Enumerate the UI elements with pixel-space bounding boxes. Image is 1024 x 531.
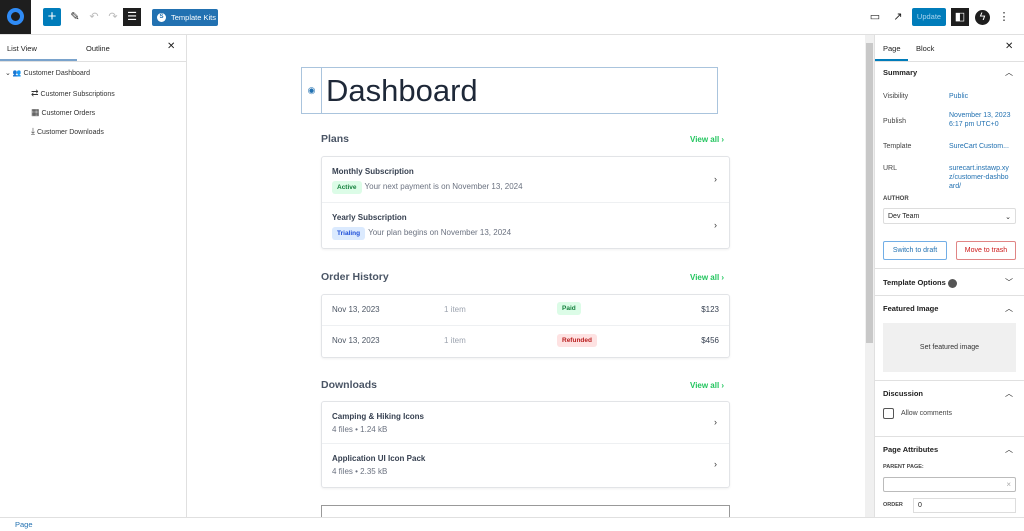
footer-breadcrumb-bar: Page — [0, 517, 1024, 531]
external-link-icon[interactable]: ↗ — [893, 11, 903, 23]
downloads-view-all[interactable]: View all › — [690, 381, 725, 390]
settings-panel: Page Block ✕ Summary ︿ Visibility Public… — [874, 35, 1024, 517]
publish-date-link[interactable]: November 13, 2023 6:17 pm UTC+0 — [949, 112, 1011, 128]
close-icon[interactable]: ✕ — [167, 41, 176, 52]
chevron-up-icon[interactable]: ︿ — [1005, 445, 1013, 454]
breadcrumb-page[interactable]: Page — [15, 520, 33, 529]
page-title[interactable]: Dashboard — [326, 73, 478, 108]
users-icon: 👥 — [12, 70, 22, 77]
chevron-up-icon[interactable]: ︿ — [1005, 304, 1013, 313]
chevron-down-icon[interactable]: ﹀ — [1005, 278, 1013, 287]
order-input[interactable]: 0 — [913, 498, 1016, 513]
template-options-heading[interactable]: Template Options — [883, 278, 957, 288]
chevron-up-icon[interactable]: ︿ — [1005, 389, 1013, 398]
orders-card: Nov 13, 2023 1 item Paid $123 Nov 13, 20… — [321, 294, 730, 358]
downloads-heading: Downloads — [321, 379, 378, 391]
plan-row[interactable]: Monthly Subscription Active Your next pay… — [322, 157, 729, 203]
active-tab-indicator — [0, 59, 77, 61]
status-badge: Paid — [557, 302, 581, 315]
editor-canvas: ◉ Dashboard Plans View all › Monthly Sub… — [187, 35, 865, 517]
more-options-icon[interactable]: ⋮ — [998, 11, 1010, 23]
settings-sidebar-icon[interactable]: ◧ — [951, 8, 969, 26]
store-icon: ▦ — [31, 107, 40, 117]
eye-icon[interactable]: ◉ — [302, 68, 322, 113]
redo-icon[interactable]: ↷ — [108, 11, 118, 23]
chevron-up-icon[interactable]: ︿ — [1005, 68, 1013, 77]
plans-view-all[interactable]: View all › — [690, 135, 725, 144]
move-to-trash-button[interactable]: Move to trash — [956, 241, 1016, 260]
chevron-right-icon: › — [714, 174, 717, 184]
tab-block[interactable]: Block — [916, 44, 935, 53]
chevron-right-icon: › — [714, 459, 717, 469]
url-link[interactable]: surecart.instawp.xyz/customer-dashboard/ — [949, 165, 1009, 190]
add-block-button[interactable]: + — [43, 8, 61, 26]
top-toolbar: + ✎ ↶ ↷ ☰ Template Kits ▭ ↗ Update ◧ ϟ ⋮ — [0, 0, 1024, 35]
pencil-icon[interactable]: ✎ — [70, 11, 80, 23]
chevron-right-icon: › — [714, 417, 717, 427]
template-kits-button[interactable]: Template Kits — [152, 9, 218, 26]
featured-image-heading[interactable]: Featured Image — [883, 304, 939, 313]
template-link[interactable]: SureCart Custom... — [949, 143, 1009, 150]
tab-page[interactable]: Page — [883, 44, 901, 53]
undo-icon[interactable]: ↶ — [89, 11, 99, 23]
tree-item-customer-dashboard[interactable]: ⌄ 👥 Customer Dashboard — [5, 70, 91, 77]
status-badge: Refunded — [557, 334, 597, 347]
download-icon: ⤓ — [31, 126, 35, 136]
next-block[interactable] — [321, 505, 730, 517]
tab-list-view[interactable]: List View — [7, 44, 37, 53]
order-history-heading: Order History — [321, 271, 389, 283]
site-logo[interactable] — [0, 0, 31, 34]
parent-page-input[interactable]: × — [883, 477, 1016, 492]
download-row[interactable]: Camping & Hiking Icons 4 files • 1.24 kB… — [322, 402, 729, 444]
tab-outline[interactable]: Outline — [86, 44, 110, 53]
tree-item-customer-orders[interactable]: ▦ Customer Orders — [31, 107, 96, 117]
visibility-link[interactable]: Public — [949, 93, 969, 100]
chevron-down-icon: ⌄ — [5, 70, 11, 77]
orders-view-all[interactable]: View all › — [690, 273, 725, 282]
order-row[interactable]: Nov 13, 2023 1 item Paid $123 — [322, 295, 729, 326]
summary-heading[interactable]: Summary — [883, 68, 918, 77]
document-overview-icon[interactable]: ☰ — [123, 8, 141, 26]
plan-row[interactable]: Yearly Subscription Trialing Your plan be… — [322, 203, 729, 248]
list-view-panel: List View Outline ✕ ⌄ 👥 Customer Dashboa… — [0, 35, 187, 517]
discussion-heading[interactable]: Discussion — [883, 389, 924, 398]
update-button[interactable]: Update — [912, 8, 946, 26]
tree-item-customer-subscriptions[interactable]: ⇄ Customer Subscriptions — [31, 88, 115, 98]
clear-icon: × — [1006, 480, 1011, 489]
template-options-logo-icon — [947, 278, 957, 288]
plans-heading: Plans — [321, 133, 350, 145]
switch-to-draft-button[interactable]: Switch to draft — [883, 241, 947, 260]
plans-card: Monthly Subscription Active Your next pay… — [321, 156, 730, 249]
chevron-down-icon: ⌄ — [1005, 214, 1011, 221]
surecart-icon[interactable]: ϟ — [975, 10, 990, 25]
set-featured-image-button[interactable]: Set featured image — [883, 323, 1016, 372]
allow-comments-checkbox[interactable] — [883, 408, 894, 419]
repeat-icon: ⇄ — [31, 88, 39, 98]
download-row[interactable]: Application UI Icon Pack 4 files • 2.35 … — [332, 454, 717, 476]
page-attributes-heading[interactable]: Page Attributes — [883, 445, 939, 454]
author-select[interactable]: Dev Team ⌄ — [883, 208, 1016, 224]
status-badge: Trialing — [332, 227, 366, 240]
close-icon[interactable]: ✕ — [1005, 41, 1014, 52]
tree-item-customer-downloads[interactable]: ⤓ Customer Downloads — [31, 126, 104, 136]
canvas-scrollbar[interactable] — [865, 35, 874, 517]
title-block[interactable]: ◉ Dashboard — [301, 67, 718, 114]
order-row[interactable]: Nov 13, 2023 1 item Refunded $456 — [332, 334, 719, 347]
status-badge: Active — [332, 181, 362, 194]
downloads-card: Camping & Hiking Icons 4 files • 1.24 kB… — [321, 401, 730, 488]
chevron-right-icon: › — [714, 220, 717, 230]
preview-device-icon[interactable]: ▭ — [869, 11, 881, 23]
